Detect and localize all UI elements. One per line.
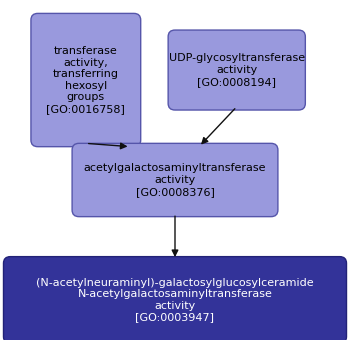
FancyBboxPatch shape xyxy=(4,257,346,340)
Text: (N-acetylneuraminyl)-galactosylglucosylceramide
N-acetylgalactosaminyltransferas: (N-acetylneuraminyl)-galactosylglucosylc… xyxy=(36,277,314,322)
Text: UDP-glycosyltransferase
activity
[GO:0008194]: UDP-glycosyltransferase activity [GO:000… xyxy=(169,53,305,87)
Text: acetylgalactosaminyltransferase
activity
[GO:0008376]: acetylgalactosaminyltransferase activity… xyxy=(84,164,266,197)
Text: transferase
activity,
transferring
hexosyl
groups
[GO:0016758]: transferase activity, transferring hexos… xyxy=(47,46,125,114)
FancyBboxPatch shape xyxy=(72,143,278,217)
FancyBboxPatch shape xyxy=(168,30,305,110)
FancyBboxPatch shape xyxy=(31,13,141,147)
